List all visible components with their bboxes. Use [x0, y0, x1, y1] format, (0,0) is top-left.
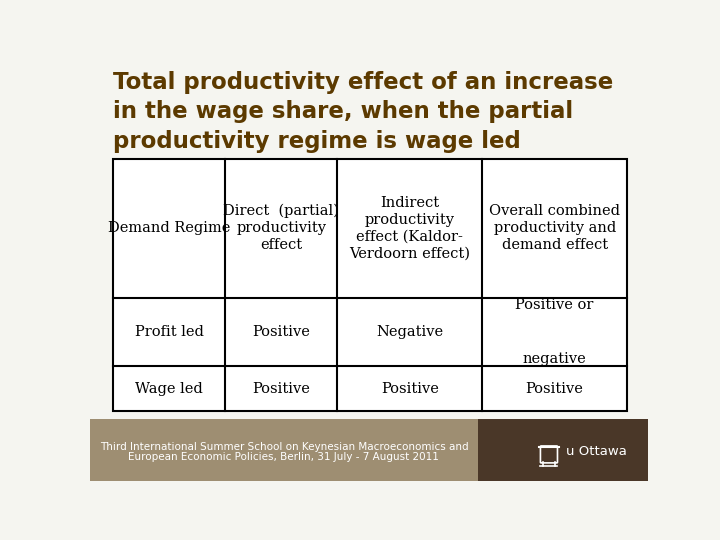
Text: productivity and: productivity and — [493, 221, 616, 235]
Text: Total productivity effect of an increase
in the wage share, when the partial
pro: Total productivity effect of an increase… — [113, 71, 613, 153]
Text: u Ottawa: u Ottawa — [566, 445, 627, 458]
Text: productivity: productivity — [236, 221, 326, 235]
Text: European Economic Policies, Berlin, 31 July - 7 August 2011: European Economic Policies, Berlin, 31 J… — [128, 453, 439, 462]
Text: Demand Regime: Demand Regime — [108, 221, 230, 235]
Text: productivity: productivity — [365, 213, 455, 227]
Text: Direct  (partial): Direct (partial) — [223, 204, 339, 219]
Text: Positive or

negative: Positive or negative — [516, 298, 594, 366]
Bar — [90, 419, 478, 481]
Text: effect: effect — [260, 238, 302, 252]
Text: Positive: Positive — [381, 382, 438, 396]
Bar — [113, 159, 627, 411]
Text: Positive: Positive — [526, 382, 584, 396]
Text: Profit led: Profit led — [135, 325, 204, 339]
Text: Positive: Positive — [252, 382, 310, 396]
Text: Positive: Positive — [252, 325, 310, 339]
Bar — [478, 419, 648, 481]
Text: demand effect: demand effect — [502, 238, 608, 252]
Text: Negative: Negative — [376, 325, 444, 339]
Text: effect (Kaldor-: effect (Kaldor- — [356, 230, 463, 244]
Text: Indirect: Indirect — [380, 196, 439, 210]
Text: Verdoorn effect): Verdoorn effect) — [349, 247, 470, 261]
Text: Third International Summer School on Keynesian Macroeconomics and: Third International Summer School on Key… — [99, 442, 468, 452]
Text: Wage led: Wage led — [135, 382, 203, 396]
Text: Overall combined: Overall combined — [489, 204, 620, 218]
